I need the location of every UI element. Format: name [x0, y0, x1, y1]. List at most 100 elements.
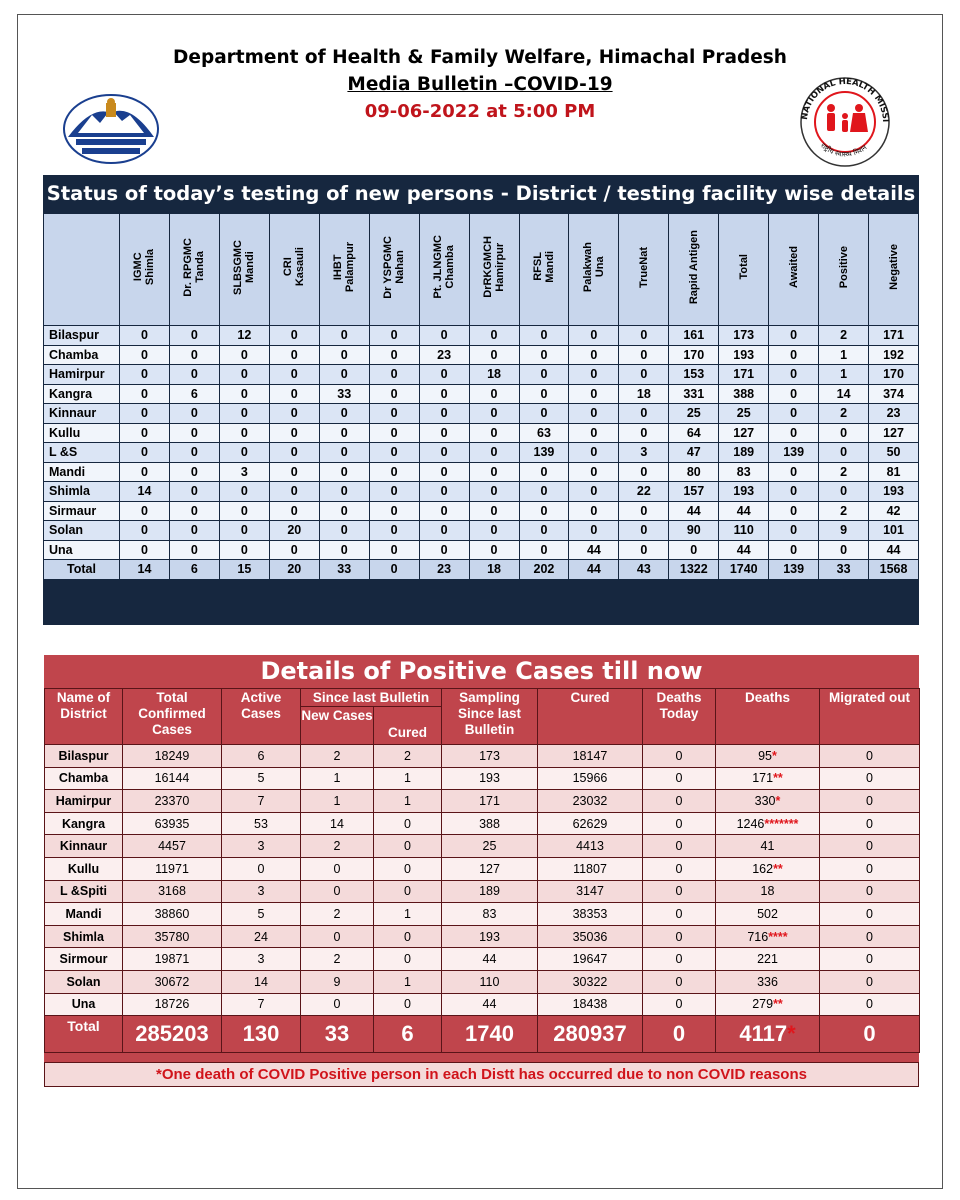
test-count-cell: 0	[768, 481, 820, 502]
confirmed-cell: 3168	[122, 879, 222, 904]
test-count-cell: 0	[618, 344, 670, 365]
test-count-cell: 0	[568, 442, 620, 463]
cured-cell: 15966	[537, 766, 643, 791]
test-count-cell: 0	[119, 383, 170, 404]
test-count-cell: 331	[668, 383, 720, 404]
confirmed-cell: 16144	[122, 766, 222, 791]
cured-cell: 30322	[537, 969, 643, 994]
test-count-cell: 0	[119, 539, 170, 560]
header-sampling: Sampling Since last Bulletin	[441, 688, 538, 745]
sampling-cell: 83	[441, 902, 538, 926]
test-count-cell: 0	[668, 539, 720, 560]
new-cases-cell: 2	[300, 744, 374, 768]
test-count-cell: 0	[368, 344, 420, 365]
test-count-cell: 0	[218, 481, 270, 502]
test-count-cell: 0	[168, 500, 220, 521]
test-count-cell: 90	[668, 520, 720, 541]
test-count-cell: 0	[768, 344, 820, 365]
confirmed-cell: 35780	[122, 924, 222, 949]
test-count-cell: 171	[718, 364, 770, 385]
deaths-value: 4117	[739, 1021, 788, 1047]
district-name: Kullu	[43, 422, 120, 443]
test-count-cell: 0	[418, 422, 470, 443]
test-count-cell: 0	[318, 364, 370, 385]
test-count-cell: 202	[518, 559, 570, 580]
test-count-cell: 0	[468, 520, 520, 541]
test-count-cell: 0	[368, 461, 420, 482]
migrated-cell: 0	[819, 766, 920, 791]
testing-table-row: Sirmaur 0 0 0 0 0 0 0 0 0 0 0 44 44 0 2 42	[43, 500, 919, 521]
deaths-cell: 18	[715, 879, 820, 904]
confirmed-cell: 63935	[122, 811, 222, 836]
migrated-cell: 0	[819, 947, 920, 971]
cured-cell: 62629	[537, 811, 643, 836]
test-count-cell: 23	[418, 344, 470, 365]
himachal-emblem-logo	[63, 94, 159, 164]
testing-column-header: Positive	[818, 213, 870, 326]
test-count-cell: 0	[168, 461, 220, 482]
test-count-cell: 0	[568, 500, 620, 521]
migrated-cell: 0	[819, 879, 920, 904]
test-count-cell: 18	[618, 383, 670, 404]
test-count-cell: 0	[418, 461, 470, 482]
cured-cell: 38353	[537, 902, 643, 926]
test-count-cell: 0	[368, 539, 420, 560]
deaths-today-cell: 0	[642, 1015, 716, 1054]
testing-table-row: L &S 0 0 0 0 0 0 0 0 139 0 3 47 189 139 0 50	[43, 442, 919, 463]
test-count-cell: 0	[568, 461, 620, 482]
testing-column-header: Total	[718, 213, 770, 326]
sampling-cell: 44	[441, 992, 538, 1017]
test-count-cell: 0	[418, 442, 470, 463]
test-count-cell: 0	[418, 539, 470, 560]
test-count-cell: 0	[168, 539, 220, 560]
test-count-cell: 25	[718, 403, 770, 424]
deaths-today-cell: 0	[642, 902, 716, 926]
cured-new-cell: 0	[373, 947, 442, 971]
test-count-cell: 0	[119, 442, 170, 463]
test-count-cell: 0	[468, 500, 520, 521]
test-count-cell: 0	[818, 539, 870, 560]
test-count-cell: 6	[168, 559, 220, 580]
deaths-cell: 336	[715, 969, 820, 994]
new-cases-cell: 33	[300, 1015, 374, 1054]
test-count-cell: 33	[818, 559, 870, 580]
test-count-cell: 0	[218, 442, 270, 463]
new-cases-cell: 1	[300, 766, 374, 791]
test-count-cell: 18	[468, 364, 520, 385]
test-count-cell: 0	[418, 383, 470, 404]
test-count-cell: 0	[468, 481, 520, 502]
active-cell: 7	[221, 992, 301, 1017]
test-count-cell: 0	[468, 403, 520, 424]
deaths-footnote-stars: *	[787, 1021, 796, 1047]
district-name: Mandi	[44, 902, 123, 926]
district-name: Kullu	[44, 856, 123, 881]
test-count-cell: 0	[518, 461, 570, 482]
deaths-footnote-stars: ****	[768, 929, 788, 944]
test-count-cell: 0	[168, 520, 220, 541]
header-cured: Cured	[537, 688, 643, 745]
deaths-today-cell: 0	[642, 947, 716, 971]
test-count-cell: 2	[818, 461, 870, 482]
test-count-cell: 161	[668, 325, 720, 346]
sampling-cell: 193	[441, 766, 538, 791]
test-count-cell: 0	[518, 500, 570, 521]
positive-cases-section: Details of Positive Cases till now Name …	[44, 655, 920, 1087]
bulletin-title: Media Bulletin –COVID-19	[347, 74, 613, 95]
positive-table-row: Kangra 63935 53 14 0 388 62629 0 1246******* 0	[44, 811, 920, 836]
test-count-cell: 0	[618, 364, 670, 385]
confirmed-cell: 19871	[122, 947, 222, 971]
testing-table-row: Shimla 14 0 0 0 0 0 0 0 0 0 22 157 193 0 0 193	[43, 481, 919, 502]
sampling-cell: 193	[441, 924, 538, 949]
test-count-cell: 374	[868, 383, 919, 404]
test-count-cell: 0	[618, 520, 670, 541]
test-count-cell: 0	[168, 442, 220, 463]
active-cell: 6	[221, 744, 301, 768]
test-count-cell: 0	[568, 403, 620, 424]
test-count-cell: 22	[618, 481, 670, 502]
positive-header-row-2: New Cases Cured	[45, 706, 920, 745]
migrated-cell: 0	[819, 856, 920, 881]
testing-table-row: Chamba 0 0 0 0 0 0 23 0 0 0 0 170 193 0 1 192	[43, 344, 919, 365]
testing-table-row: Kangra 0 6 0 0 33 0 0 0 0 0 18 331 388 0 14 374	[43, 383, 919, 404]
deaths-today-cell: 0	[642, 992, 716, 1017]
testing-column-header: SLBSGMC Mandi	[218, 213, 270, 326]
